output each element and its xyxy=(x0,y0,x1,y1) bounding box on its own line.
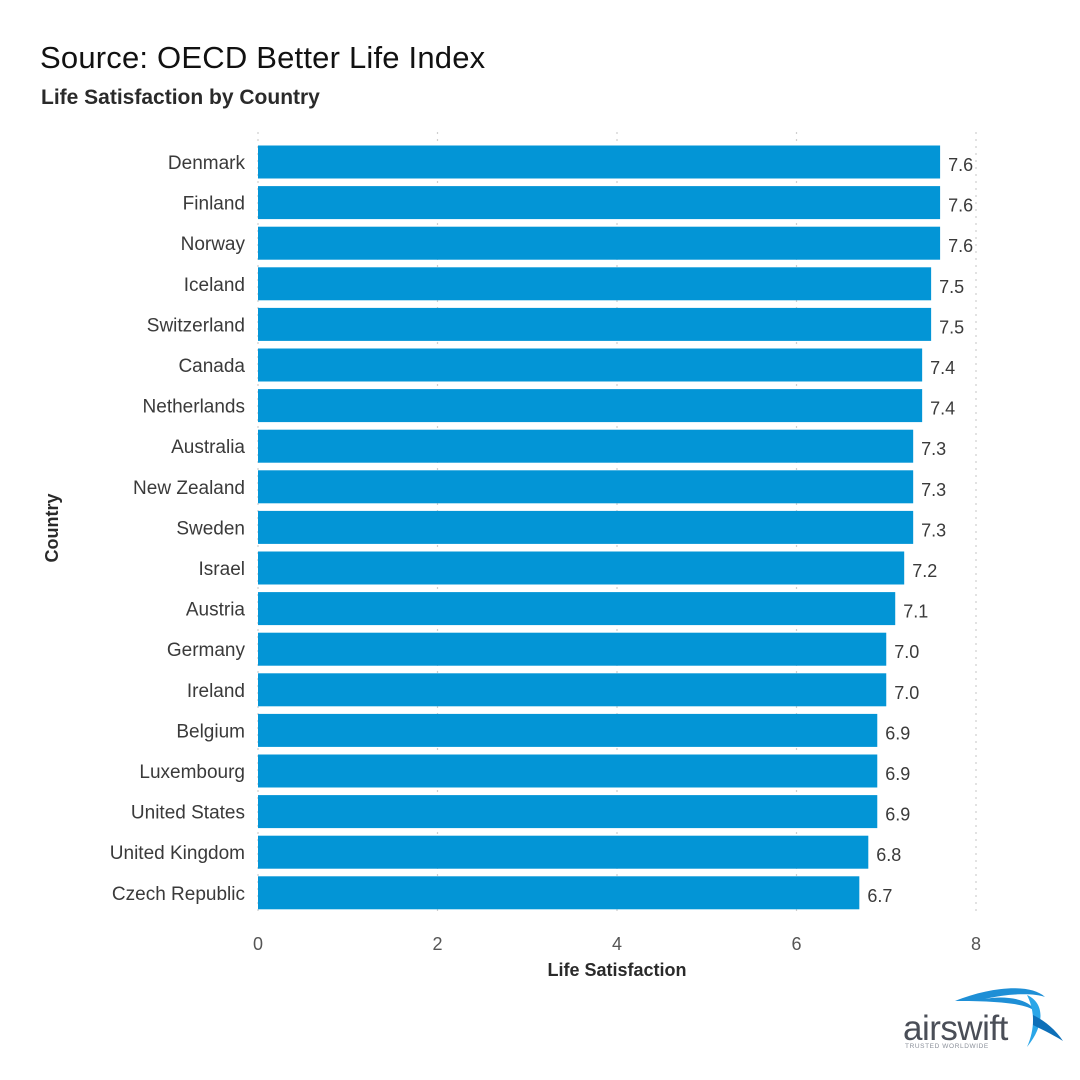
bar-australia xyxy=(258,429,914,463)
bar-norway xyxy=(258,226,941,260)
bars xyxy=(258,145,941,910)
value-label-belgium: 6.9 xyxy=(885,723,910,743)
category-label-ireland: Ireland xyxy=(187,681,245,702)
bar-luxembourg xyxy=(258,754,878,788)
value-label-united-kingdom: 6.8 xyxy=(876,845,901,865)
value-label-iceland: 7.5 xyxy=(939,277,964,297)
value-labels: 7.6 7.6 7.6 7.5 7.5 7.4 7.4 7.3 7.3 7.3 7.2 7.1 7.0 7… xyxy=(867,155,973,906)
x-tick-label-6: 6 xyxy=(791,934,801,954)
bar-netherlands xyxy=(258,389,923,423)
bar-united-states xyxy=(258,795,878,829)
bar-united-kingdom xyxy=(258,835,869,869)
bar-finland xyxy=(258,186,941,220)
value-label-luxembourg: 6.9 xyxy=(885,764,910,784)
category-label-united-kingdom: United Kingdom xyxy=(110,843,245,864)
category-label-norway: Norway xyxy=(181,234,246,255)
swift-bird-icon xyxy=(955,988,1063,1047)
value-label-canada: 7.4 xyxy=(930,358,955,378)
category-label-united-states: United States xyxy=(131,803,245,824)
bar-germany xyxy=(258,632,887,666)
bar-denmark xyxy=(258,145,941,179)
category-label-czech-republic: Czech Republic xyxy=(112,884,245,905)
category-label-austria: Austria xyxy=(186,600,246,621)
value-label-sweden: 7.3 xyxy=(921,520,946,540)
category-label-australia: Australia xyxy=(171,437,245,458)
brand-tagline: TRUSTED WORLDWIDE xyxy=(905,1043,989,1050)
category-label-germany: Germany xyxy=(167,640,246,661)
category-label-finland: Finland xyxy=(183,194,245,215)
value-label-australia: 7.3 xyxy=(921,439,946,459)
value-label-new-zealand: 7.3 xyxy=(921,480,946,500)
category-labels: Denmark Finland Norway Iceland Switzerland Ca… xyxy=(110,153,246,905)
value-label-switzerland: 7.5 xyxy=(939,317,964,337)
bar-canada xyxy=(258,348,923,382)
value-label-norway: 7.6 xyxy=(948,236,973,256)
x-axis-label: Life Satisfaction xyxy=(547,960,686,980)
x-tick-label-0: 0 xyxy=(253,934,263,954)
bar-czech-republic xyxy=(258,876,860,910)
value-label-ireland: 7.0 xyxy=(894,683,919,703)
x-tick-label-4: 4 xyxy=(612,934,622,954)
value-label-czech-republic: 6.7 xyxy=(867,886,892,906)
category-label-luxembourg: Luxembourg xyxy=(139,762,245,783)
bar-israel xyxy=(258,551,905,585)
bar-iceland xyxy=(258,267,932,301)
value-label-finland: 7.6 xyxy=(948,196,973,216)
bar-new-zealand xyxy=(258,470,914,504)
category-label-denmark: Denmark xyxy=(168,153,246,174)
brand-name: airswift xyxy=(903,1009,1008,1048)
x-tick-label-8: 8 xyxy=(971,934,981,954)
category-label-new-zealand: New Zealand xyxy=(133,478,245,499)
x-tick-label-2: 2 xyxy=(432,934,442,954)
category-label-iceland: Iceland xyxy=(184,275,245,296)
category-label-netherlands: Netherlands xyxy=(143,397,245,418)
value-label-germany: 7.0 xyxy=(894,642,919,662)
y-axis-label: Country xyxy=(42,494,62,563)
bar-switzerland xyxy=(258,307,932,341)
bar-ireland xyxy=(258,673,887,707)
category-label-switzerland: Switzerland xyxy=(147,315,245,336)
category-label-canada: Canada xyxy=(178,356,245,377)
category-label-israel: Israel xyxy=(199,559,245,580)
x-tick-labels: 0 2 4 6 8 xyxy=(253,934,981,954)
category-label-belgium: Belgium xyxy=(176,721,245,742)
value-label-austria: 7.1 xyxy=(903,602,928,622)
value-label-netherlands: 7.4 xyxy=(930,399,955,419)
value-label-united-states: 6.9 xyxy=(885,805,910,825)
category-label-sweden: Sweden xyxy=(176,518,245,539)
airswift-logo: airswift TRUSTED WORLDWIDE xyxy=(895,985,1065,1055)
chart-title: Life Satisfaction by Country xyxy=(41,86,320,109)
bar-belgium xyxy=(258,713,878,747)
value-label-israel: 7.2 xyxy=(912,561,937,581)
bar-sweden xyxy=(258,510,914,544)
value-label-denmark: 7.6 xyxy=(948,155,973,175)
bar-austria xyxy=(258,592,896,626)
source-title: Source: OECD Better Life Index xyxy=(40,40,486,75)
